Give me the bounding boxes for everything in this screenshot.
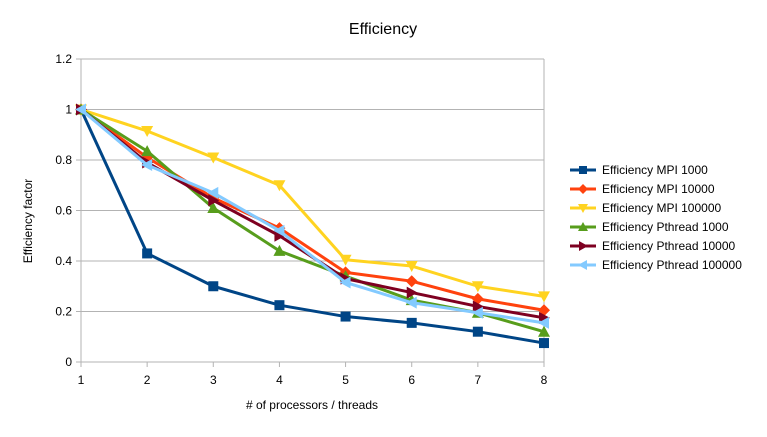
- data-point: [471, 281, 484, 293]
- legend-marker: [578, 184, 588, 194]
- legend-label: Efficiency Pthread 10000: [602, 239, 736, 253]
- data-point: [273, 224, 285, 237]
- data-point: [538, 325, 550, 337]
- legend-marker: [578, 260, 587, 270]
- legend-item: Efficiency MPI 10000: [570, 182, 715, 196]
- legend-item: Efficiency Pthread 10000: [570, 239, 736, 253]
- legend-label: Efficiency MPI 10000: [602, 182, 715, 196]
- data-point: [340, 311, 351, 322]
- legend: Efficiency MPI 1000 Efficiency MPI 10000 E…: [570, 163, 742, 272]
- data-point: [471, 306, 483, 319]
- data-point: [405, 296, 417, 309]
- legend-marker: [578, 204, 588, 213]
- legend-marker: [579, 166, 587, 174]
- legend-item: Efficiency MPI 100000: [570, 201, 722, 215]
- x-tick-label: 5: [342, 373, 349, 387]
- x-tick-label: 6: [408, 373, 415, 387]
- data-point: [538, 291, 550, 303]
- y-tick-label: 0.8: [55, 153, 72, 167]
- data-point: [405, 261, 418, 273]
- data-point: [538, 316, 549, 329]
- data-point: [339, 254, 352, 266]
- legend-label: Efficiency Pthread 100000: [602, 258, 742, 272]
- data-point: [141, 159, 153, 172]
- x-tick-label: 3: [210, 373, 217, 387]
- series-line: [80, 108, 545, 325]
- data-point: [406, 317, 417, 328]
- legend-item: Efficiency MPI 1000: [570, 163, 708, 177]
- data-point: [472, 300, 484, 313]
- data-point: [406, 286, 418, 299]
- data-point: [472, 326, 483, 337]
- legend-marker: [578, 222, 588, 231]
- chart-title: Efficiency: [349, 21, 417, 38]
- data-point: [539, 311, 550, 324]
- data-point: [405, 275, 418, 288]
- data-point: [142, 248, 153, 259]
- data-point: [274, 300, 285, 311]
- series-6: [75, 103, 549, 329]
- x-axis-label: # of processors / threads: [246, 398, 378, 412]
- legend-item: Efficiency Pthread 1000: [570, 220, 729, 234]
- data-point: [141, 145, 154, 157]
- x-tick-label: 7: [475, 373, 482, 387]
- data-point: [273, 180, 286, 192]
- y-tick-label: 1.2: [55, 52, 72, 66]
- data-point: [339, 276, 351, 289]
- axes: 0 0.2 0.4 0.6 0.8 1 1.2 1 2 3 4 5 6 7 8: [55, 52, 547, 387]
- y-tick-label: 0.4: [55, 254, 72, 268]
- legend-marker: [579, 241, 588, 251]
- y-axis-label: Efficiency factor: [21, 179, 35, 263]
- data-point: [207, 152, 220, 164]
- y-tick-label: 0: [65, 355, 72, 369]
- x-tick-label: 1: [78, 373, 85, 387]
- data-point: [208, 194, 220, 207]
- series-line: [80, 108, 545, 298]
- series-group: [75, 103, 550, 349]
- data-point: [208, 281, 219, 292]
- series-line: [80, 108, 545, 312]
- x-tick-label: 4: [276, 373, 283, 387]
- x-tick-label: 8: [541, 373, 548, 387]
- data-point: [207, 201, 220, 213]
- y-tick-label: 0.2: [55, 305, 72, 319]
- data-point: [75, 103, 86, 116]
- data-point: [274, 229, 286, 242]
- series-line: [79, 108, 545, 345]
- data-point: [273, 244, 286, 256]
- data-point: [141, 125, 154, 137]
- series-3: [75, 104, 550, 303]
- legend-label: Efficiency Pthread 1000: [602, 220, 729, 234]
- x-tick-label: 2: [144, 373, 151, 387]
- data-point: [539, 338, 549, 349]
- y-tick-label: 1: [65, 103, 72, 117]
- legend-item: Efficiency Pthread 100000: [570, 258, 742, 272]
- y-tick-label: 0.6: [55, 204, 72, 218]
- legend-label: Efficiency MPI 1000: [602, 163, 708, 177]
- data-point: [207, 186, 219, 199]
- legend-label: Efficiency MPI 100000: [602, 201, 722, 215]
